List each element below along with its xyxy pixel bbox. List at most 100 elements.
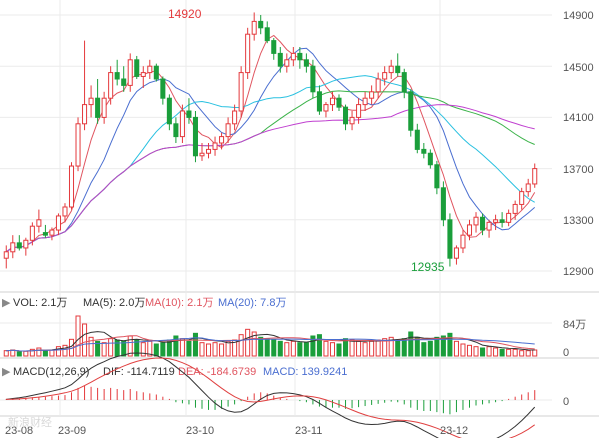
volume-bar-65	[427, 340, 433, 357]
date-label-3: 23-11	[295, 425, 322, 437]
macd-zero-tick: 0	[563, 396, 569, 408]
volume-bar-27	[179, 338, 185, 357]
candle-body-56	[369, 91, 375, 99]
candle-body-31	[205, 148, 212, 154]
volume-bar-36	[238, 334, 244, 357]
volume-bar-45	[297, 342, 303, 357]
macd-histogram	[5, 352, 536, 438]
volume-bar-43	[284, 342, 290, 357]
candle-body-54	[356, 104, 362, 118]
volume-bar-11	[75, 315, 81, 357]
price-tick-0: 14900	[563, 10, 594, 22]
candle-body-62	[408, 91, 414, 131]
macd-dif-legend: DIF: -114.7119	[103, 366, 175, 378]
candle-body-26	[173, 123, 179, 138]
macd-dea-line	[6, 357, 535, 438]
volume-zero-tick: 0	[563, 347, 569, 359]
candle-body-41	[271, 40, 277, 54]
candle-body-36	[238, 72, 244, 112]
volume-bar-73	[480, 347, 486, 357]
volume-bar-28	[186, 340, 192, 357]
volume-bar-18	[121, 340, 127, 357]
volume-bar-76	[499, 348, 505, 357]
volume-bar-21	[140, 342, 146, 357]
volume-bar-47	[310, 335, 316, 357]
price-tick-5: 12900	[563, 266, 594, 278]
volume-bar-75	[493, 347, 499, 357]
candle-body-68	[447, 219, 453, 259]
candle-body-35	[232, 110, 238, 125]
volume-bar-7	[49, 349, 55, 357]
candle-body-81	[532, 168, 538, 185]
date-label-2: 23-10	[186, 425, 214, 437]
candle-body-80	[525, 183, 531, 193]
volume-bar-29	[192, 332, 198, 357]
date-axis: 23-08 23-09 23-10 23-11 23-12	[5, 425, 468, 437]
macd-title: MACD(12,26,9)	[13, 366, 89, 378]
vol-ma10-legend: MA(10): 2.1万	[145, 297, 213, 309]
volume-bar-15	[101, 342, 107, 357]
price-axis: 14900 14500 14100 13700 13300 12900	[563, 10, 594, 278]
volume-bar-71	[466, 344, 473, 357]
candle-body-16	[108, 72, 114, 99]
candle-body-29	[192, 116, 198, 157]
volume-bar-81	[532, 349, 538, 357]
candle-body-55	[362, 97, 368, 106]
volume-bar-53	[349, 339, 355, 357]
candle-body-23	[153, 65, 159, 80]
candle-body-46	[303, 59, 309, 67]
candle-body-57	[375, 78, 381, 93]
candle-body-69	[453, 247, 459, 259]
candle-body-37	[245, 33, 251, 74]
volume-bar-39	[258, 336, 264, 357]
candle-body-34	[225, 123, 231, 138]
price-tick-1: 14500	[563, 62, 594, 74]
volume-bar-70	[460, 343, 466, 357]
volume-bar-13	[88, 336, 94, 357]
volume-bar-50	[329, 342, 336, 357]
high-annotation: 14920	[168, 7, 202, 21]
candle-body-53	[349, 116, 355, 125]
candle-body-44	[290, 52, 296, 61]
volume-bar-54	[356, 340, 362, 357]
volume-bar-51	[336, 343, 342, 357]
candle-body-17	[114, 72, 120, 80]
candle-body-6	[42, 232, 48, 236]
volume-bar-67	[440, 335, 446, 357]
price-tick-2: 14100	[563, 112, 594, 124]
volume-bar-49	[323, 340, 329, 357]
volume-bar-26	[173, 335, 179, 357]
macd-dea-legend: DEA: -184.6739	[178, 366, 256, 378]
volume-ma10-line	[6, 335, 535, 352]
candle-body-47	[310, 65, 316, 93]
volume-bar-17	[114, 339, 120, 357]
macd-value-legend: MACD: 139.9241	[263, 366, 347, 378]
volume-bar-16	[108, 338, 114, 357]
volume-ma5-line	[6, 331, 535, 352]
candle-body-63	[414, 129, 420, 150]
candle-body-78	[512, 203, 518, 214]
candle-body-59	[388, 65, 394, 74]
candle-body-19	[127, 59, 133, 86]
volume-bar-61	[401, 338, 407, 357]
volume-bar-42	[277, 340, 283, 357]
candle-body-74	[486, 221, 492, 231]
volume-bar-8	[55, 346, 61, 357]
volume-bar-37	[245, 328, 251, 357]
low-annotation: 12935	[411, 260, 445, 274]
candle-body-45	[297, 52, 303, 61]
candle-body-22	[147, 65, 153, 74]
volume-bar-80	[525, 350, 531, 357]
candle-body-70	[460, 234, 466, 249]
candle-body-20	[134, 59, 140, 77]
candle-body-64	[421, 148, 427, 154]
candle-body-4	[29, 225, 35, 241]
candle-body-2	[16, 242, 22, 249]
vol-ma5-legend: MA(5): 2.0万	[83, 297, 145, 309]
legend-play-icon: ▶	[2, 297, 11, 309]
candle-body-9	[62, 206, 68, 217]
volume-bar-34	[225, 340, 231, 357]
candle-body-32	[212, 142, 218, 150]
volume-bar-38	[251, 331, 257, 357]
